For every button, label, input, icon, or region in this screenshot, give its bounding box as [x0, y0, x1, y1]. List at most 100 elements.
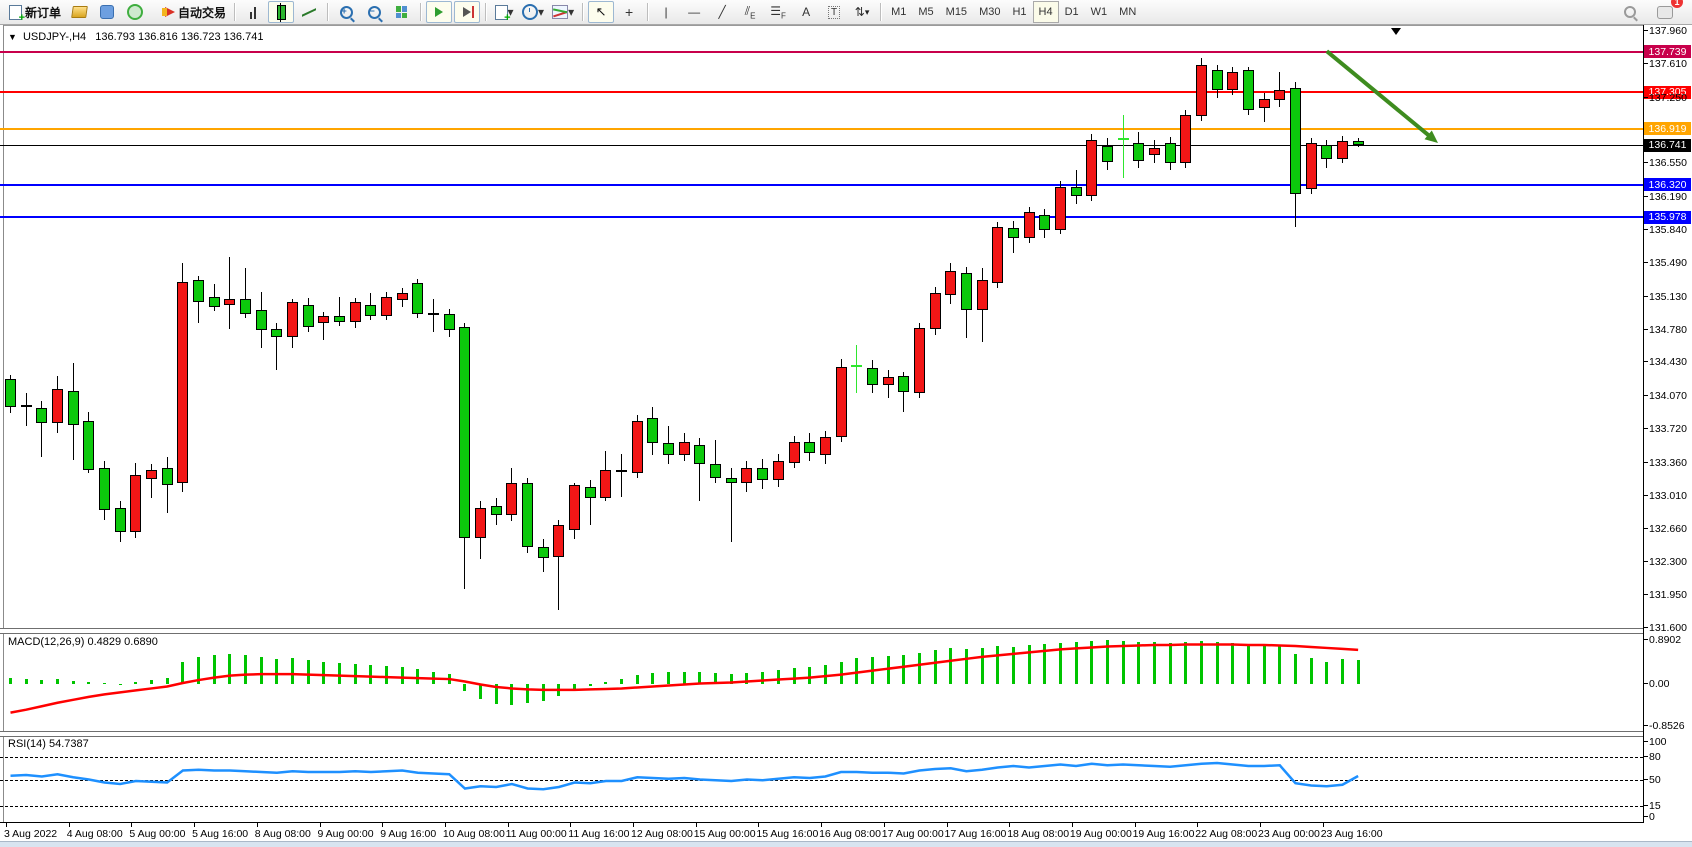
time-label: 19 Aug 16:00	[1132, 828, 1195, 840]
price-level-line[interactable]	[0, 50, 1643, 53]
price-axis[interactable]: 137.739 137.305 136.919 136.741 136.320 135.9…	[1643, 25, 1692, 823]
styles-button[interactable]	[66, 1, 92, 23]
auto-scroll-button[interactable]	[426, 1, 453, 23]
price-level-line[interactable]	[0, 183, 1643, 186]
equidistant-channel-icon: ⫽E	[744, 3, 756, 21]
fibonacci-icon: ☰F	[770, 3, 786, 21]
zoom-in-button[interactable]: +	[333, 1, 359, 23]
time-tick	[1134, 823, 1136, 827]
macd-histogram-bar	[902, 655, 906, 684]
candlestick-chart-icon	[276, 2, 286, 22]
tf-d1[interactable]: D1	[1064, 6, 1079, 18]
trend-arrow[interactable]	[0, 25, 1643, 628]
pane-separator[interactable]	[0, 731, 1692, 737]
new-order-button[interactable]: 新订单	[6, 1, 64, 24]
tile-windows-icon	[396, 6, 408, 18]
macd-pane[interactable]	[0, 632, 1643, 731]
notifications-button[interactable]: 1	[1652, 0, 1683, 23]
macd-histogram-bar	[165, 678, 169, 684]
macd-histogram-bar	[494, 684, 498, 704]
price-level-line[interactable]	[0, 216, 1643, 219]
macd-histogram-bar	[1011, 646, 1015, 684]
line-chart-button[interactable]	[296, 1, 322, 23]
macd-axis-label: 0.00	[1643, 678, 1670, 690]
tf-w1[interactable]: W1	[1090, 6, 1108, 18]
profile-button[interactable]	[94, 1, 120, 23]
macd-histogram-bar	[1340, 659, 1344, 684]
tf-m1[interactable]: M1	[891, 6, 907, 18]
vertical-line-icon: |	[664, 5, 668, 19]
tf-h4[interactable]: H4	[1032, 1, 1059, 23]
macd-histogram-bar	[510, 684, 514, 705]
tf-mn[interactable]: MN	[1119, 6, 1137, 18]
auto-trading-button[interactable]: 自动交易	[150, 1, 229, 23]
text-label-button[interactable]: T	[821, 1, 847, 23]
macd-histogram-bar	[463, 684, 467, 692]
macd-histogram-bar	[150, 680, 154, 684]
vertical-line-button[interactable]: |	[653, 1, 679, 23]
fibonacci-button[interactable]: ☰F	[765, 1, 791, 23]
indicators-button[interactable]: ▾	[549, 1, 577, 23]
tf-m5[interactable]: M5	[918, 6, 934, 18]
horizontal-line-button[interactable]: —	[681, 1, 707, 23]
macd-histogram-bar	[682, 671, 686, 684]
rsi-axis-label: 50	[1644, 773, 1661, 786]
tf-h1[interactable]: H1	[1012, 6, 1027, 18]
chart-shift-marker[interactable]	[1391, 28, 1401, 35]
rsi-pane[interactable]	[0, 735, 1643, 822]
candle-body	[114, 507, 126, 533]
cursor-button[interactable]: ↖	[588, 1, 615, 23]
chevron-down-icon[interactable]: ▼	[8, 32, 17, 42]
periods-button[interactable]: ▾	[519, 1, 547, 23]
tile-windows-button[interactable]	[389, 1, 415, 23]
channel-button[interactable]: ⫽E	[737, 1, 763, 23]
time-label: 17 Aug 00:00	[881, 828, 944, 840]
time-label: 23 Aug 00:00	[1258, 828, 1320, 840]
candle-wick	[166, 457, 168, 514]
candle-wick	[730, 468, 732, 542]
candle-body	[898, 376, 910, 393]
price-level-line[interactable]	[0, 144, 1643, 146]
rsi-axis-label: 100	[1644, 736, 1667, 748]
pane-separator[interactable]	[0, 628, 1692, 634]
candle-body	[631, 420, 643, 474]
candle-body	[1195, 64, 1207, 117]
candle-body	[1274, 90, 1286, 101]
crosshair-button[interactable]: +	[616, 1, 642, 23]
separator	[327, 3, 329, 21]
candlestick-chart-button[interactable]	[268, 1, 295, 23]
macd-histogram-bar	[56, 679, 59, 684]
bar-chart-button[interactable]	[240, 1, 266, 23]
macd-histogram-bar	[71, 681, 75, 684]
candle-body	[1070, 186, 1082, 197]
macd-histogram-bar	[651, 673, 655, 684]
macd-histogram-bar	[369, 665, 373, 684]
price-level-line[interactable]	[0, 127, 1643, 130]
chart-shift-button[interactable]	[454, 1, 481, 23]
time-axis[interactable]: 3 Aug 2022 4 Aug 08:00 5 Aug 00:00 5 Aug 16…	[0, 822, 1643, 843]
candle-body	[600, 470, 612, 498]
search-button[interactable]	[1617, 1, 1643, 23]
candle-wick	[1279, 72, 1281, 108]
signal-button[interactable]	[122, 1, 148, 23]
trendline-button[interactable]: ╱	[709, 1, 735, 23]
candle-body	[1289, 88, 1301, 195]
tf-m30[interactable]: M30	[979, 6, 1001, 18]
new-chart-button[interactable]: ▾	[491, 1, 517, 24]
candle-body	[334, 316, 346, 322]
separator	[582, 3, 584, 21]
macd-histogram-bar	[87, 682, 91, 684]
text-button[interactable]: A	[793, 1, 819, 23]
candle-body	[992, 227, 1004, 283]
time-label: 19 Aug 00:00	[1069, 828, 1132, 840]
price-pane[interactable]	[0, 25, 1643, 628]
candle-body	[866, 367, 878, 385]
arrows-button[interactable]: ⇅ ▾	[849, 1, 875, 23]
zoom-out-button[interactable]: −	[361, 1, 387, 23]
tf-m15[interactable]: M15	[945, 6, 968, 18]
price-level-line[interactable]	[0, 91, 1643, 94]
candle-body	[1180, 114, 1192, 164]
price-tick-label: 137.960	[1644, 25, 1687, 37]
new-order-label: 新订单	[25, 5, 62, 20]
